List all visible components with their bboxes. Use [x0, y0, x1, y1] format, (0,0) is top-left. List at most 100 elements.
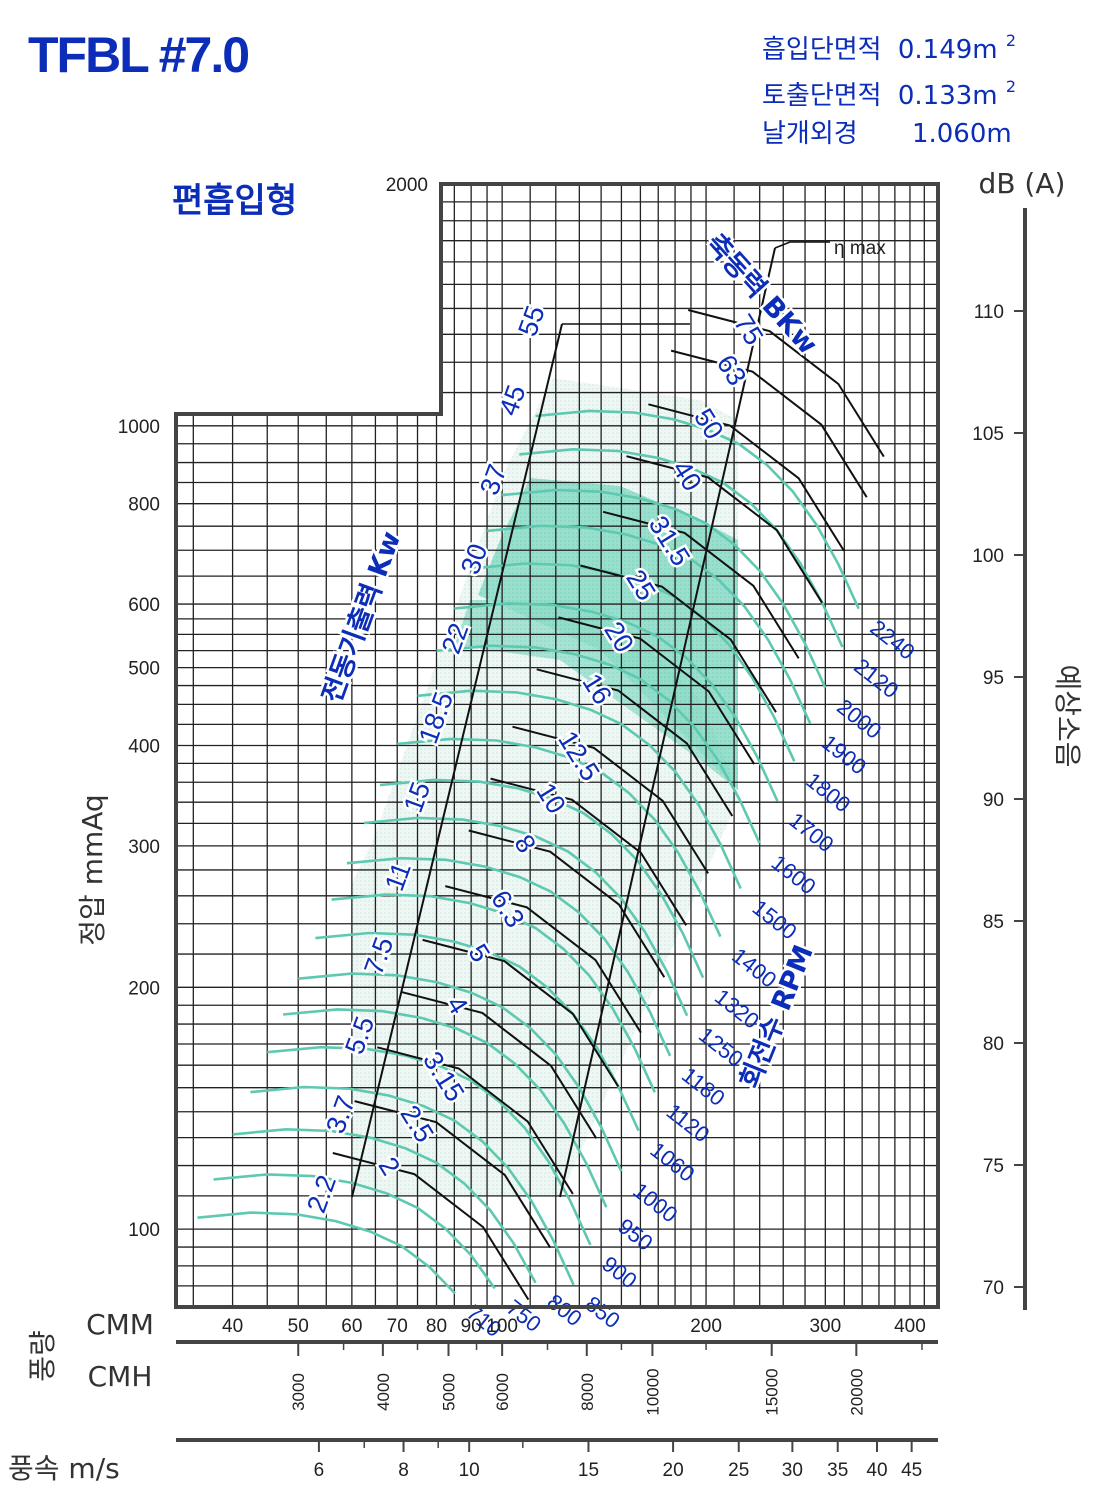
shaft-power-curve	[602, 510, 800, 659]
efficiency-label: η max	[834, 238, 886, 259]
cmh-tick-label: 15000	[763, 1368, 782, 1415]
shaft-power-curve	[422, 938, 620, 1088]
rpm-curve	[486, 524, 812, 725]
db-tick-label: 105	[972, 424, 1004, 445]
cmm-tick-label: 100	[486, 1316, 518, 1337]
rpm-curve	[213, 1173, 496, 1290]
cmh-tick-label: 3000	[289, 1373, 308, 1411]
velocity-axis-label: 풍속 m/s	[8, 1452, 120, 1485]
shaft-power-curve	[670, 349, 868, 498]
cmm-tick-label: 300	[809, 1316, 841, 1337]
y-tick-label: 300	[128, 837, 160, 858]
y-tick-label: 400	[128, 737, 160, 758]
rpm-curve	[519, 447, 844, 648]
spec-value: 1.060m	[912, 119, 1012, 149]
rpm-curve	[331, 893, 656, 1093]
rpm-curve	[379, 778, 705, 979]
db-tick-label: 75	[983, 1156, 1004, 1177]
spec-block: 흡입단면적 0.149m 2 토출단면적 0.133m 2 날개외경 1.060…	[762, 31, 1016, 149]
spec-sup: 2	[1006, 77, 1016, 96]
svg-text:흡입단면적 0.149m 2: 흡입단면적 0.149m 2	[762, 31, 1016, 65]
db-tick-label: 80	[983, 1034, 1004, 1055]
y-tick-label: 800	[128, 495, 160, 516]
shaft-power-curve	[536, 668, 734, 817]
shaft-power-curve	[354, 1100, 552, 1249]
y-tick-label: 1000	[118, 417, 160, 438]
cmh-tick-label: 4000	[374, 1373, 393, 1411]
plot-border	[174, 182, 940, 1309]
db-tick-label: 70	[983, 1278, 1004, 1299]
svg-text:토출단면적 0.133m 2: 토출단면적 0.133m 2	[762, 77, 1016, 111]
shaft-power-curve	[626, 455, 823, 604]
cmm-tick-label: 80	[426, 1316, 447, 1337]
y-axis-label: 정압 mmAq	[76, 794, 109, 945]
cmm-tick-label: 400	[894, 1316, 926, 1337]
cmh-tick-label: 6000	[493, 1373, 512, 1411]
spec-value: 0.149m	[898, 35, 998, 65]
db-tick-label: 100	[972, 546, 1004, 567]
rpm-curve	[315, 931, 640, 1132]
x-axis: 40 50 60 70 80 90 100 200 300 400 3000 4000 5000 6000…	[222, 1316, 926, 1481]
cmm-tick-label: 60	[341, 1316, 362, 1337]
velocity-tick-label: 30	[782, 1460, 803, 1481]
x-axis-label: 풍량	[26, 1330, 59, 1382]
y-tick-label: 2000	[386, 175, 428, 196]
velocity-tick-label: 45	[901, 1460, 922, 1481]
fan-type-label: 편흡입형	[172, 181, 297, 221]
spec-sup: 2	[1006, 31, 1016, 50]
velocity-tick-label: 40	[866, 1460, 887, 1481]
shaft-power-curve	[512, 725, 709, 874]
db-tick-label: 90	[983, 790, 1004, 811]
rpm-curve	[436, 644, 761, 845]
motor-output-line	[351, 323, 563, 1198]
shaft-power-curve	[558, 616, 756, 765]
svg-text:날개외경 1.060m: 날개외경 1.060m	[762, 119, 1012, 149]
shaft-power-curve	[687, 309, 885, 458]
y-axis: 100 200 300 400 500 600 800 1000 2000	[118, 175, 428, 1241]
rpm-curve	[397, 737, 722, 938]
efficiency-line	[559, 247, 776, 1198]
rpm-curve	[417, 689, 742, 890]
velocity-tick-label: 15	[578, 1460, 599, 1481]
x-unit-cmh: CMH	[88, 1360, 153, 1393]
rpm-curve	[501, 488, 827, 689]
shaft-power-curve	[648, 403, 845, 552]
shaft-power-curve	[490, 777, 688, 926]
rpm-curve	[454, 602, 779, 802]
db-tick-label: 95	[983, 668, 1004, 689]
shaft-power-curve	[400, 990, 598, 1139]
cmm-tick-label: 50	[288, 1316, 309, 1337]
rpm-curve	[197, 1211, 456, 1295]
y-tick-label: 600	[128, 595, 160, 616]
chart-title: TFBL #7.0	[28, 27, 248, 83]
velocity-tick-label: 35	[827, 1460, 848, 1481]
shaft-power-curve	[445, 885, 642, 1034]
spec-label: 흡입단면적	[762, 35, 882, 65]
velocity-tick-label: 10	[459, 1460, 480, 1481]
db-axis: 70 75 80 85 90 95 100 105 110	[972, 302, 1025, 1299]
cmm-tick-label: 90	[461, 1316, 482, 1337]
rpm-curve	[250, 1085, 575, 1286]
spec-value: 0.133m	[898, 81, 998, 111]
cmm-tick-label: 70	[387, 1316, 408, 1337]
db-tick-label: 110	[974, 302, 1004, 323]
rpm-curve	[267, 1045, 592, 1246]
rpm-curve	[346, 856, 672, 1057]
efficiency-leader	[774, 241, 830, 249]
x-unit-cmm: CMM	[86, 1308, 154, 1341]
shaft-power-curve	[468, 829, 666, 978]
shaft-power-curve	[377, 1046, 574, 1195]
curves	[197, 241, 885, 1301]
spec-label: 날개외경	[762, 119, 858, 149]
db-axis-label: 예상소음	[1051, 664, 1084, 767]
cmh-tick-label: 10000	[643, 1368, 662, 1415]
velocity-tick-label: 6	[314, 1460, 325, 1481]
rpm-curve	[535, 409, 860, 610]
spec-label: 토출단면적	[762, 81, 882, 111]
cmh-tick-label: 20000	[847, 1368, 866, 1415]
cmm-tick-label: 40	[222, 1316, 243, 1337]
rpm-curve	[282, 1008, 608, 1208]
velocity-tick-label: 25	[728, 1460, 749, 1481]
db-unit-label: dB (A)	[979, 167, 1066, 200]
